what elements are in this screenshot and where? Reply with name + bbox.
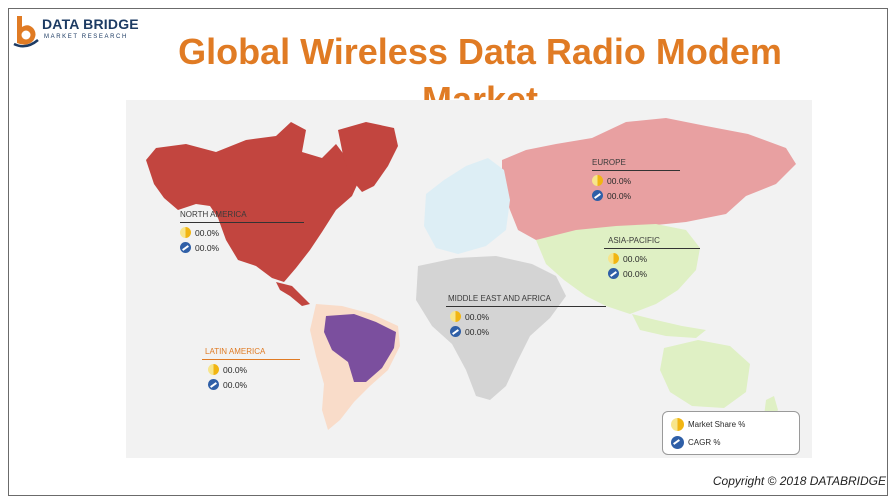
market-share-stat: 00.0% [604,253,700,264]
brand-tagline: MARKET RESEARCH [44,34,128,40]
pie-icon [180,227,191,238]
market-share-value: 00.0% [607,175,632,186]
asia-pacific-shape [536,224,700,314]
world-map: NORTH AMERICA 00.0% 00.0% EUROPE 00.0% 0… [126,100,812,458]
australia-shape [660,340,750,408]
central-america-shape [276,282,310,306]
cagr-stat: 00.0% [604,268,700,279]
cagr-stat: 00.0% [446,326,606,337]
legend-cagr: CAGR % [671,436,720,449]
growth-chart-icon [180,242,191,253]
growth-chart-icon [208,379,219,390]
legend-cagr-label: CAGR % [688,438,721,447]
region-underline [202,359,300,360]
growth-chart-icon [608,268,619,279]
brand-logo: DATA BRIDGE MARKET RESEARCH [12,14,139,50]
middle-east-africa-shape [416,256,566,400]
growth-chart-icon [592,190,603,201]
region-name: NORTH AMERICA [180,210,247,219]
cagr-stat: 00.0% [180,242,304,253]
brazil-shape [324,314,396,382]
growth-chart-icon [450,326,461,337]
market-share-stat: 00.0% [592,175,680,186]
region-underline [180,222,304,223]
western-europe-shape [424,158,510,254]
cagr-value: 00.0% [623,268,648,279]
pie-icon [608,253,619,264]
region-underline [604,248,700,249]
growth-chart-icon [671,436,684,449]
market-share-value: 00.0% [623,253,648,264]
map-legend: Market Share % CAGR % [662,411,800,455]
europe-shape [502,118,796,240]
brand-logo-icon [13,16,39,48]
market-share-value: 00.0% [195,227,220,238]
cagr-value: 00.0% [195,242,220,253]
greenland-shape [338,122,398,192]
region-latin-america: LATIN AMERICA 00.0% 00.0% [202,347,300,390]
cagr-stat: 00.0% [202,379,300,390]
region-north-america: NORTH AMERICA 00.0% 00.0% [180,210,304,253]
cagr-value: 00.0% [607,190,632,201]
market-share-stat: 00.0% [446,311,606,322]
market-share-value: 00.0% [223,364,248,375]
region-name: EUROPE [592,158,626,167]
region-underline [446,306,606,307]
brand-name: DATA BRIDGE [42,16,139,32]
pie-icon [592,175,603,186]
market-share-stat: 00.0% [180,227,304,238]
cagr-stat: 00.0% [592,190,680,201]
region-name: MIDDLE EAST AND AFRICA [448,294,551,303]
market-share-value: 00.0% [465,311,490,322]
region-middle-east-africa: MIDDLE EAST AND AFRICA 00.0% 00.0% [446,294,606,337]
legend-market-share: Market Share % [671,418,745,431]
pie-icon [671,418,684,431]
pie-icon [208,364,219,375]
region-name: LATIN AMERICA [205,347,266,356]
region-underline [592,170,680,171]
pie-icon [450,311,461,322]
cagr-value: 00.0% [465,326,490,337]
market-share-stat: 00.0% [202,364,300,375]
world-map-svg [146,118,796,430]
north-america-shape [146,122,362,282]
region-asia-pacific: ASIA-PACIFIC 00.0% 00.0% [604,236,700,279]
region-name: ASIA-PACIFIC [608,236,660,245]
copyright-text: Copyright © 2018 DATABRIDGE [712,474,886,488]
cagr-value: 00.0% [223,379,248,390]
southeast-asia-shape [632,314,706,338]
region-europe: EUROPE 00.0% 00.0% [592,158,680,201]
legend-market-share-label: Market Share % [688,420,746,429]
